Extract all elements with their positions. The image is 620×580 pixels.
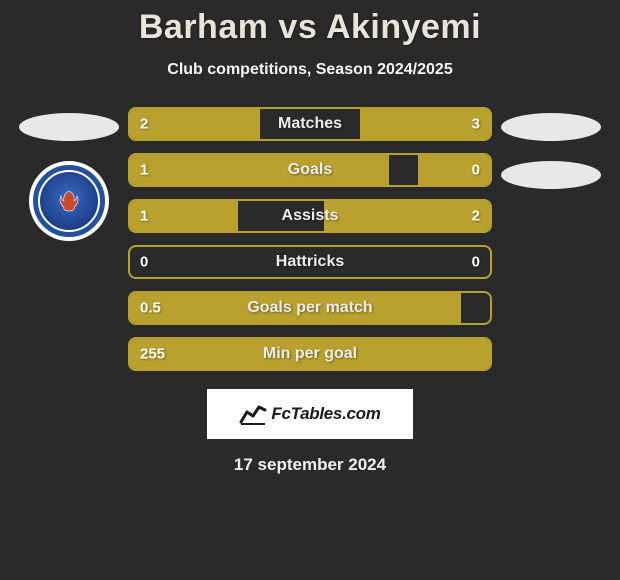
bar-label: Assists [282,207,339,225]
bar-label: Matches [278,115,342,133]
bar-label: Goals per match [247,299,372,317]
title-vs: vs [278,8,317,46]
left-side-column [14,107,124,241]
bar-fill-left [130,109,260,139]
bar-fill-left [130,155,389,185]
page-title: Barham vs Akinyemi [139,8,481,47]
date-line: 17 september 2024 [234,455,386,475]
bar-value-right: 2 [472,208,480,225]
bar-fill-right [360,109,490,139]
bar-value-right: 0 [472,254,480,271]
bar-value-left: 0.5 [140,300,161,317]
club-badge-placeholder-right [501,161,601,189]
subtitle: Club competitions, Season 2024/2025 [167,61,452,79]
stat-bar: 1 2 Assists [128,199,492,233]
bar-label: Goals [288,161,332,179]
title-player-right: Akinyemi [326,8,481,46]
bar-value-left: 2 [140,116,148,133]
root: Barham vs Akinyemi Club competitions, Se… [0,0,620,475]
bar-label: Hattricks [276,253,344,271]
bars-column: 2 3 Matches 1 0 Goals 1 2 Assists 0 0 Hattricks 0.5 G… [124,107,496,371]
bar-value-left: 255 [140,346,165,363]
stat-bar: 2 3 Matches [128,107,492,141]
brand-badge[interactable]: FcTables.com [207,389,413,439]
stat-bar: 1 0 Goals [128,153,492,187]
bar-value-right: 0 [472,162,480,179]
chart-icon [239,402,267,426]
club-badge-inner [38,170,100,232]
player-avatar-placeholder-left [19,113,119,141]
brand-text: FcTables.com [271,404,380,424]
club-badge-left [29,161,109,241]
bar-value-left: 1 [140,162,148,179]
stat-bar: 255 Min per goal [128,337,492,371]
right-side-column [496,107,606,189]
stat-bar: 0.5 Goals per match [128,291,492,325]
stat-bar: 0 0 Hattricks [128,245,492,279]
bar-value-left: 1 [140,208,148,225]
title-player-left: Barham [139,8,269,46]
phoenix-icon [56,188,82,214]
player-avatar-placeholder-right [501,113,601,141]
comparison-row: 2 3 Matches 1 0 Goals 1 2 Assists 0 0 Hattricks 0.5 G… [0,107,620,371]
bar-value-right: 3 [472,116,480,133]
bar-label: Min per goal [263,345,357,363]
bar-fill-right [324,201,490,231]
bar-value-left: 0 [140,254,148,271]
